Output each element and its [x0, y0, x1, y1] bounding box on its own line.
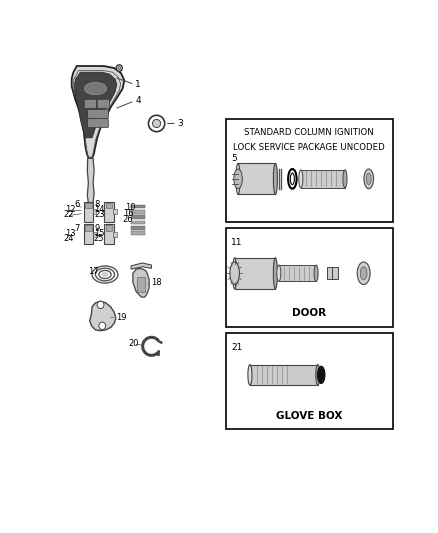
Bar — [131, 215, 145, 219]
Bar — [104, 202, 114, 222]
Ellipse shape — [102, 272, 108, 277]
Ellipse shape — [85, 83, 106, 95]
Ellipse shape — [366, 173, 371, 184]
Ellipse shape — [152, 119, 161, 127]
Text: 9: 9 — [95, 224, 100, 232]
Bar — [93, 209, 96, 214]
Bar — [113, 209, 117, 214]
Ellipse shape — [236, 163, 240, 195]
Text: 26: 26 — [123, 215, 133, 224]
Polygon shape — [90, 301, 116, 330]
Bar — [226, 333, 392, 429]
Bar — [84, 202, 93, 222]
Text: 8: 8 — [95, 200, 100, 209]
Text: 5: 5 — [231, 154, 237, 163]
Text: 6: 6 — [74, 200, 79, 209]
Text: 12: 12 — [65, 205, 75, 214]
Ellipse shape — [277, 265, 281, 281]
Polygon shape — [131, 263, 152, 269]
Bar — [84, 224, 93, 244]
Bar — [238, 163, 276, 195]
Bar — [327, 267, 332, 279]
Text: 21: 21 — [231, 343, 243, 352]
Bar — [279, 265, 316, 281]
Text: LOCK SERVICE PACKAGE UNCODED: LOCK SERVICE PACKAGE UNCODED — [233, 143, 385, 152]
Ellipse shape — [116, 65, 122, 71]
Text: 18: 18 — [152, 278, 162, 287]
Bar — [93, 232, 96, 237]
Ellipse shape — [343, 170, 347, 188]
Text: 17: 17 — [88, 266, 99, 276]
Ellipse shape — [233, 257, 237, 289]
Bar — [137, 277, 145, 292]
Text: 3: 3 — [178, 119, 184, 128]
Text: 25: 25 — [93, 235, 104, 243]
Ellipse shape — [364, 169, 374, 189]
Text: 1: 1 — [135, 80, 141, 89]
Bar — [235, 257, 276, 289]
Text: 10: 10 — [125, 203, 136, 212]
Text: 4: 4 — [135, 96, 141, 106]
Text: 19: 19 — [117, 313, 127, 322]
Polygon shape — [74, 72, 117, 138]
Text: 24: 24 — [63, 235, 74, 243]
Ellipse shape — [360, 266, 367, 280]
Bar — [301, 170, 345, 188]
Bar — [106, 225, 113, 231]
Bar — [113, 232, 117, 237]
Text: 7: 7 — [74, 224, 79, 232]
Ellipse shape — [273, 257, 277, 289]
Bar — [106, 203, 113, 208]
Ellipse shape — [118, 67, 121, 70]
Bar — [226, 119, 392, 222]
Text: 13: 13 — [65, 229, 76, 238]
Bar — [131, 221, 145, 224]
Ellipse shape — [148, 115, 165, 132]
FancyBboxPatch shape — [97, 99, 110, 108]
Text: 16: 16 — [123, 209, 133, 218]
Ellipse shape — [316, 365, 320, 385]
Text: GLOVE BOX: GLOVE BOX — [276, 411, 343, 421]
Bar — [131, 210, 145, 214]
Text: 14: 14 — [95, 205, 105, 214]
Bar — [85, 225, 92, 231]
Text: 15: 15 — [95, 229, 105, 238]
Bar — [131, 205, 145, 208]
Bar — [131, 226, 145, 230]
Bar — [226, 228, 392, 327]
Ellipse shape — [314, 265, 318, 281]
Polygon shape — [88, 216, 92, 222]
Ellipse shape — [288, 169, 297, 189]
Polygon shape — [133, 268, 149, 297]
Ellipse shape — [234, 169, 242, 189]
Ellipse shape — [273, 163, 277, 195]
Ellipse shape — [357, 262, 370, 285]
Bar — [250, 365, 318, 385]
Bar — [104, 224, 114, 244]
Ellipse shape — [290, 173, 294, 184]
Bar — [85, 203, 92, 208]
Text: DOOR: DOOR — [292, 309, 326, 318]
Text: 22: 22 — [63, 211, 74, 220]
Ellipse shape — [230, 262, 240, 285]
Ellipse shape — [318, 366, 325, 383]
FancyBboxPatch shape — [84, 99, 96, 108]
Text: 23: 23 — [95, 211, 105, 220]
Text: 20: 20 — [129, 340, 139, 349]
Text: STANDARD COLUMN IGNITION: STANDARD COLUMN IGNITION — [244, 128, 374, 138]
Polygon shape — [87, 158, 94, 216]
FancyBboxPatch shape — [88, 118, 108, 127]
Ellipse shape — [248, 365, 252, 385]
Ellipse shape — [99, 322, 106, 329]
Polygon shape — [72, 66, 124, 158]
Bar — [131, 231, 145, 235]
Text: 11: 11 — [231, 238, 243, 247]
FancyBboxPatch shape — [88, 109, 108, 118]
Ellipse shape — [97, 301, 104, 309]
Bar — [332, 267, 338, 279]
Ellipse shape — [299, 170, 303, 188]
